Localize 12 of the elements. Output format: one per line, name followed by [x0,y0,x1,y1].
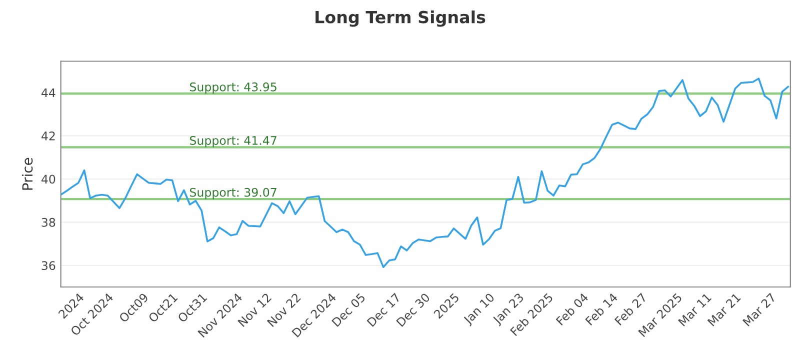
ref-line-label: Support: 41.47 [190,136,276,148]
chart-title: Long Term Signals [316,10,486,27]
y-tick-label: 40 [41,174,56,184]
y-tick-label: 42 [41,132,55,140]
y-tick-label: 38 [42,218,56,227]
ref-line-label: Support: 43.95 [190,82,276,94]
y-axis-title: Price [22,158,33,190]
x-tick-label: Mar 27 [742,292,776,327]
y-tick-label: 36 [42,261,56,270]
ref-line-label: Support: 39.07 [190,188,276,200]
y-tick-label: 44 [41,88,56,98]
line-series [60,78,789,268]
